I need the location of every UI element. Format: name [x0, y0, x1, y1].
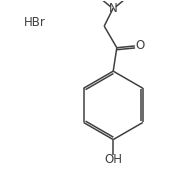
Text: OH: OH	[104, 153, 122, 167]
Text: N: N	[109, 2, 118, 15]
Text: O: O	[135, 39, 144, 52]
Text: HBr: HBr	[24, 16, 46, 29]
